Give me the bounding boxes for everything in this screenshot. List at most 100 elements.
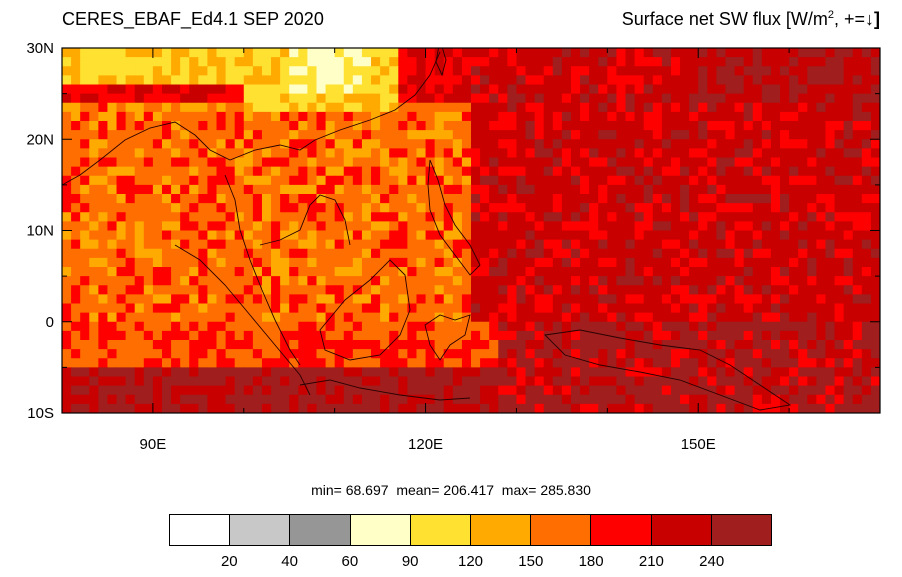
grid-cell (80, 139, 90, 149)
grid-cell (507, 321, 518, 332)
grid-cell (461, 157, 472, 168)
grid-cell (489, 57, 499, 67)
grid-cell (443, 203, 454, 213)
grid-cell (116, 221, 127, 232)
grid-cell (780, 367, 790, 378)
grid-cell (480, 367, 490, 378)
grid-cell (643, 66, 654, 76)
grid-cell (89, 93, 99, 104)
grid-cell (343, 166, 354, 177)
grid-cell (789, 394, 799, 405)
grid-cell (280, 84, 290, 95)
grid-cell (516, 66, 527, 76)
grid-cell (634, 321, 645, 332)
grid-cell (389, 48, 399, 58)
grid-cell (352, 148, 363, 159)
grid-cell (261, 48, 272, 58)
grid-cell (289, 221, 299, 232)
grid-cell (625, 148, 636, 159)
grid-cell (789, 367, 799, 378)
grid-cell (834, 385, 845, 396)
grid-cell (62, 376, 72, 387)
grid-cell (71, 330, 81, 341)
grid-cell (298, 203, 308, 213)
grid-cell (461, 294, 472, 305)
grid-cell (325, 130, 336, 140)
grid-cell (543, 267, 554, 277)
grid-cell (670, 102, 681, 113)
grid-cell (807, 367, 817, 378)
grid-cell (380, 48, 390, 58)
grid-cell (134, 175, 145, 186)
grid-cell (334, 157, 345, 168)
grid-cell (371, 148, 381, 159)
grid-cell (498, 358, 508, 368)
grid-cell (634, 48, 645, 58)
grid-cell (489, 102, 499, 113)
grid-cell (443, 303, 454, 314)
grid-cell (434, 257, 445, 268)
grid-cell (207, 385, 218, 396)
grid-cell (552, 367, 563, 378)
grid-cell (234, 203, 245, 213)
grid-cell (98, 230, 109, 241)
grid-cell (570, 212, 581, 222)
grid-cell (752, 221, 763, 232)
grid-cell (62, 321, 72, 332)
grid-cell (552, 403, 563, 413)
grid-cell (580, 358, 590, 368)
grid-cell (280, 194, 290, 204)
grid-cell (334, 102, 345, 113)
grid-cell (143, 148, 154, 159)
grid-cell (62, 111, 72, 122)
grid-cell (198, 312, 209, 323)
grid-cell (625, 130, 636, 140)
grid-cell (770, 48, 781, 58)
grid-cell (625, 340, 636, 350)
grid-cell (171, 376, 181, 387)
grid-cell (643, 239, 654, 250)
grid-cell (816, 330, 827, 341)
grid-cell (507, 385, 518, 396)
grid-cell (234, 330, 245, 341)
grid-cell (607, 385, 618, 396)
grid-cell (652, 93, 663, 104)
grid-cell (180, 285, 190, 295)
grid-cell (516, 175, 527, 186)
grid-cell (234, 111, 245, 122)
grid-cell (643, 321, 654, 332)
grid-cell (716, 48, 727, 58)
grid-cell (661, 194, 672, 204)
grid-cell (89, 376, 99, 387)
grid-cell (770, 376, 781, 387)
grid-cell (816, 139, 827, 149)
grid-cell (380, 403, 390, 413)
grid-cell (461, 166, 472, 177)
grid-cell (580, 130, 590, 140)
coastline-philippines (427, 159, 481, 276)
grid-cell (670, 130, 681, 140)
grid-cell (498, 84, 508, 95)
grid-cell (407, 385, 418, 396)
grid-cell (143, 93, 154, 104)
grid-cell (789, 111, 799, 122)
grid-cell (680, 385, 690, 396)
grid-cell (543, 194, 554, 204)
grid-cell (661, 175, 672, 186)
grid-cell (425, 303, 436, 314)
grid-cell (570, 385, 581, 396)
grid-cell (716, 184, 727, 195)
grid-cell (461, 175, 472, 186)
grid-cell (507, 239, 518, 250)
grid-cell (280, 312, 290, 323)
grid-cell (634, 385, 645, 396)
grid-cell (861, 102, 872, 113)
grid-cell (570, 248, 581, 259)
grid-cell (134, 257, 145, 268)
grid-cell (371, 303, 381, 314)
grid-cell (98, 285, 109, 295)
grid-cell (161, 221, 172, 232)
grid-cell (634, 157, 645, 168)
grid-cell (625, 48, 636, 58)
grid-cell (598, 349, 608, 359)
